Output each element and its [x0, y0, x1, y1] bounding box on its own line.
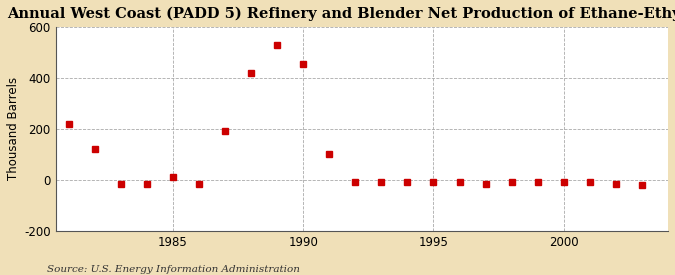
Text: Source: U.S. Energy Information Administration: Source: U.S. Energy Information Administ… — [47, 265, 300, 274]
Y-axis label: Thousand Barrels: Thousand Barrels — [7, 77, 20, 180]
Title: Annual West Coast (PADD 5) Refinery and Blender Net Production of Ethane-Ethylen: Annual West Coast (PADD 5) Refinery and … — [7, 7, 675, 21]
